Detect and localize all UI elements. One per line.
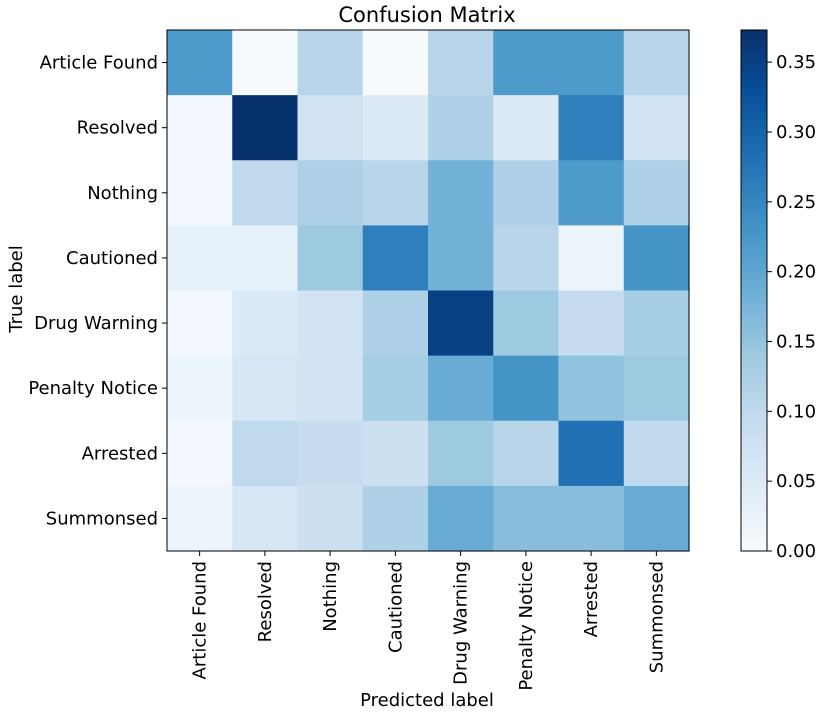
heatmap-cell [297,355,364,422]
heatmap-cell [493,485,560,552]
heatmap-cell [232,485,299,552]
heatmap-cell [297,420,364,487]
heatmap-cell [428,160,494,226]
heatmap-cell [428,30,494,96]
colorbar-tick-label: 0.20 [776,262,816,283]
heatmap-cell [493,290,560,357]
heatmap-cell [623,30,690,96]
x-tick-label: Nothing [320,561,341,632]
heatmap-cell [232,420,299,487]
colorbar-tick-label: 0.35 [776,52,816,73]
heatmap-cell [362,225,429,292]
heatmap-cell [232,225,299,292]
y-tick-label: Summonsed [46,508,158,529]
heatmap-cell [232,30,299,96]
heatmap-cell [558,160,625,226]
heatmap-cell [167,420,233,487]
colorbar-tick-label: 0.30 [776,122,816,143]
heatmap-cell [297,95,364,161]
heatmap-cell [297,225,364,292]
heatmap-cell [493,30,560,96]
heatmap-cell [558,420,625,487]
heatmap-cell [167,225,233,292]
heatmap-cell [428,485,494,552]
heatmap-cell [428,225,494,292]
x-tick-label: Resolved [255,561,276,642]
plot-frame [166,29,690,552]
heatmap-cell [623,485,690,552]
y-axis-label: True label [6,245,27,334]
x-tick-label: Cautioned [385,561,406,653]
heatmap-cell [493,420,560,487]
heatmap-cell [558,30,625,96]
heatmap-cell [428,355,494,422]
heatmap-cells [167,30,690,552]
heatmap-cell [167,355,233,422]
heatmap-cell [167,95,233,161]
heatmap-cell [297,485,364,552]
heatmap-cell [558,95,625,161]
colorbar-tick-label: 0.10 [776,401,816,422]
x-tick-label: Article Found [190,561,211,679]
heatmap-cell [623,225,690,292]
y-tick-label: Penalty Notice [28,378,158,399]
heatmap-cell [362,95,429,161]
y-tick-label: Cautioned [66,248,158,269]
heatmap-cell [623,95,690,161]
heatmap-cell [297,30,364,96]
heatmap-cell [493,160,560,226]
heatmap-cell [167,485,233,552]
y-tick-label: Arrested [82,443,158,464]
heatmap-cell [167,290,233,357]
heatmap-cell [362,485,429,552]
heatmap-cell [493,95,560,161]
heatmap-cell [362,290,429,357]
y-tick-label: Article Found [40,53,158,74]
heatmap-cell [623,420,690,487]
y-tick-label: Drug Warning [34,313,158,334]
heatmap-cell [428,420,494,487]
heatmap-cell [428,290,494,357]
heatmap-cell [493,355,560,422]
colorbar-tick-label: 0.00 [776,541,816,562]
heatmap-cell [623,355,690,422]
x-axis-label: Predicted label [360,690,494,711]
heatmap-cell [362,160,429,226]
x-tick-label: Drug Warning [451,561,472,685]
colorbar-tick-label: 0.05 [776,471,816,492]
x-axis-ticks: Article Found Resolved Nothing Cautioned Dru… [190,551,667,691]
heatmap-cell [558,355,625,422]
heatmap-cell [232,95,299,161]
colorbar-tick-label: 0.15 [776,331,816,352]
heatmap-cell [232,355,299,422]
heatmap-cell [558,225,625,292]
heatmap-cell [362,420,429,487]
heatmap-cell [362,30,429,96]
heatmap-cell [558,290,625,357]
heatmap-cell [493,225,560,292]
x-tick-label: Arrested [581,561,602,637]
heatmap-cell [167,160,233,226]
heatmap-cell [623,160,690,226]
heatmap-cell [232,290,299,357]
heatmap-cell [428,95,494,161]
heatmap-cell [623,290,690,357]
colorbar-ticks: 0.00 0.05 0.10 0.15 0.20 0.25 0.30 0.35 [767,52,816,562]
heatmap-cell [232,160,299,226]
y-tick-label: Nothing [87,183,158,204]
y-axis-ticks: Article Found Resolved Nothing Cautioned Dru… [28,53,167,529]
x-tick-label: Summonsed [646,561,667,673]
heatmap-cell [558,485,625,552]
x-tick-label: Penalty Notice [516,561,537,691]
y-tick-label: Resolved [77,118,158,139]
heatmap-cell [167,30,233,96]
colorbar [740,29,768,552]
colorbar-tick-label: 0.25 [776,192,816,213]
heatmap-cell [362,355,429,422]
heatmap-cell [297,160,364,226]
chart-title: Confusion Matrix [338,3,515,27]
heatmap-cell [297,290,364,357]
